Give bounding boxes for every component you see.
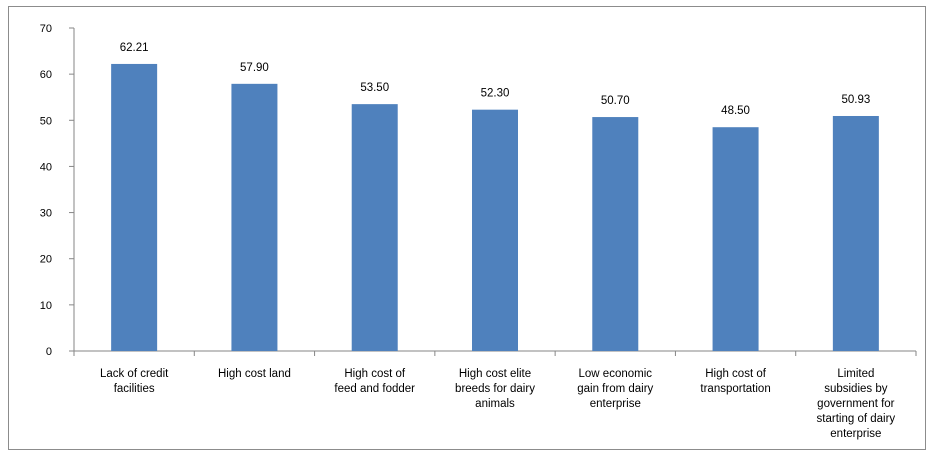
y-tick-label: 70 <box>40 23 52 35</box>
chart-axes: 0 10 20 30 40 50 60 70 <box>40 23 917 358</box>
bar <box>712 127 759 351</box>
bar <box>832 115 879 351</box>
x-category-label-line: transportation <box>700 383 770 395</box>
x-category-label-line: enterprise <box>830 428 881 440</box>
x-category-label-line: facilities <box>114 383 155 395</box>
x-category-label: High cost elite breeds for dairy animals <box>455 368 535 410</box>
x-category-label-line: breeds for dairy <box>455 383 535 395</box>
y-tick-label: 10 <box>40 300 52 312</box>
x-category-label-line: subsidies by <box>824 383 888 395</box>
chart-bars <box>111 63 879 352</box>
bar <box>231 83 278 351</box>
y-tick-label: 30 <box>40 208 52 220</box>
x-category-label-line: gain from dairy <box>577 383 653 395</box>
bar <box>592 117 639 351</box>
y-tick-label: 20 <box>40 254 52 266</box>
x-category-label: Limited subsidies by government for startin… <box>817 368 896 440</box>
chart-labels: 62.21 Lack of credit facilities 57.90 High c… <box>100 42 895 440</box>
x-category-label-line: government for <box>817 398 895 410</box>
x-category-label-line: animals <box>475 398 515 410</box>
data-label: 50.93 <box>841 94 870 106</box>
x-category-label-line: High cost of <box>705 368 767 380</box>
x-category-label: High cost of feed and fodder <box>334 368 415 395</box>
bar <box>111 63 158 352</box>
x-category-label-line: Low economic <box>579 368 653 380</box>
x-category-label-line: Limited <box>837 368 874 380</box>
data-label: 53.50 <box>360 82 389 94</box>
x-category-label-line: Lack of credit <box>100 368 169 380</box>
data-label: 52.30 <box>481 88 510 100</box>
x-category-label-line: High cost elite <box>459 368 531 380</box>
bar <box>472 109 518 352</box>
y-tick-label: 60 <box>40 69 52 81</box>
data-label: 57.90 <box>240 62 269 74</box>
chart-frame <box>8 6 926 450</box>
bar <box>351 104 398 351</box>
x-category-label: Lack of credit facilities <box>100 368 169 395</box>
data-label: 62.21 <box>120 42 149 54</box>
x-category-label: High cost land <box>218 368 291 380</box>
y-tick-label: 0 <box>46 346 52 358</box>
x-category-label-line: High cost of <box>344 368 406 380</box>
x-category-label-line: enterprise <box>590 398 641 410</box>
x-category-label: Low economic gain from dairy enterprise <box>577 368 653 410</box>
x-category-label-line: High cost land <box>218 368 291 380</box>
data-label: 50.70 <box>601 95 630 107</box>
y-tick-label: 40 <box>40 161 52 173</box>
x-category-label-line: feed and fodder <box>334 383 415 395</box>
x-category-label-line: starting of dairy <box>817 413 896 425</box>
data-label: 48.50 <box>721 105 750 117</box>
x-category-label: High cost of transportation <box>700 368 770 395</box>
y-tick-label: 50 <box>40 115 52 127</box>
